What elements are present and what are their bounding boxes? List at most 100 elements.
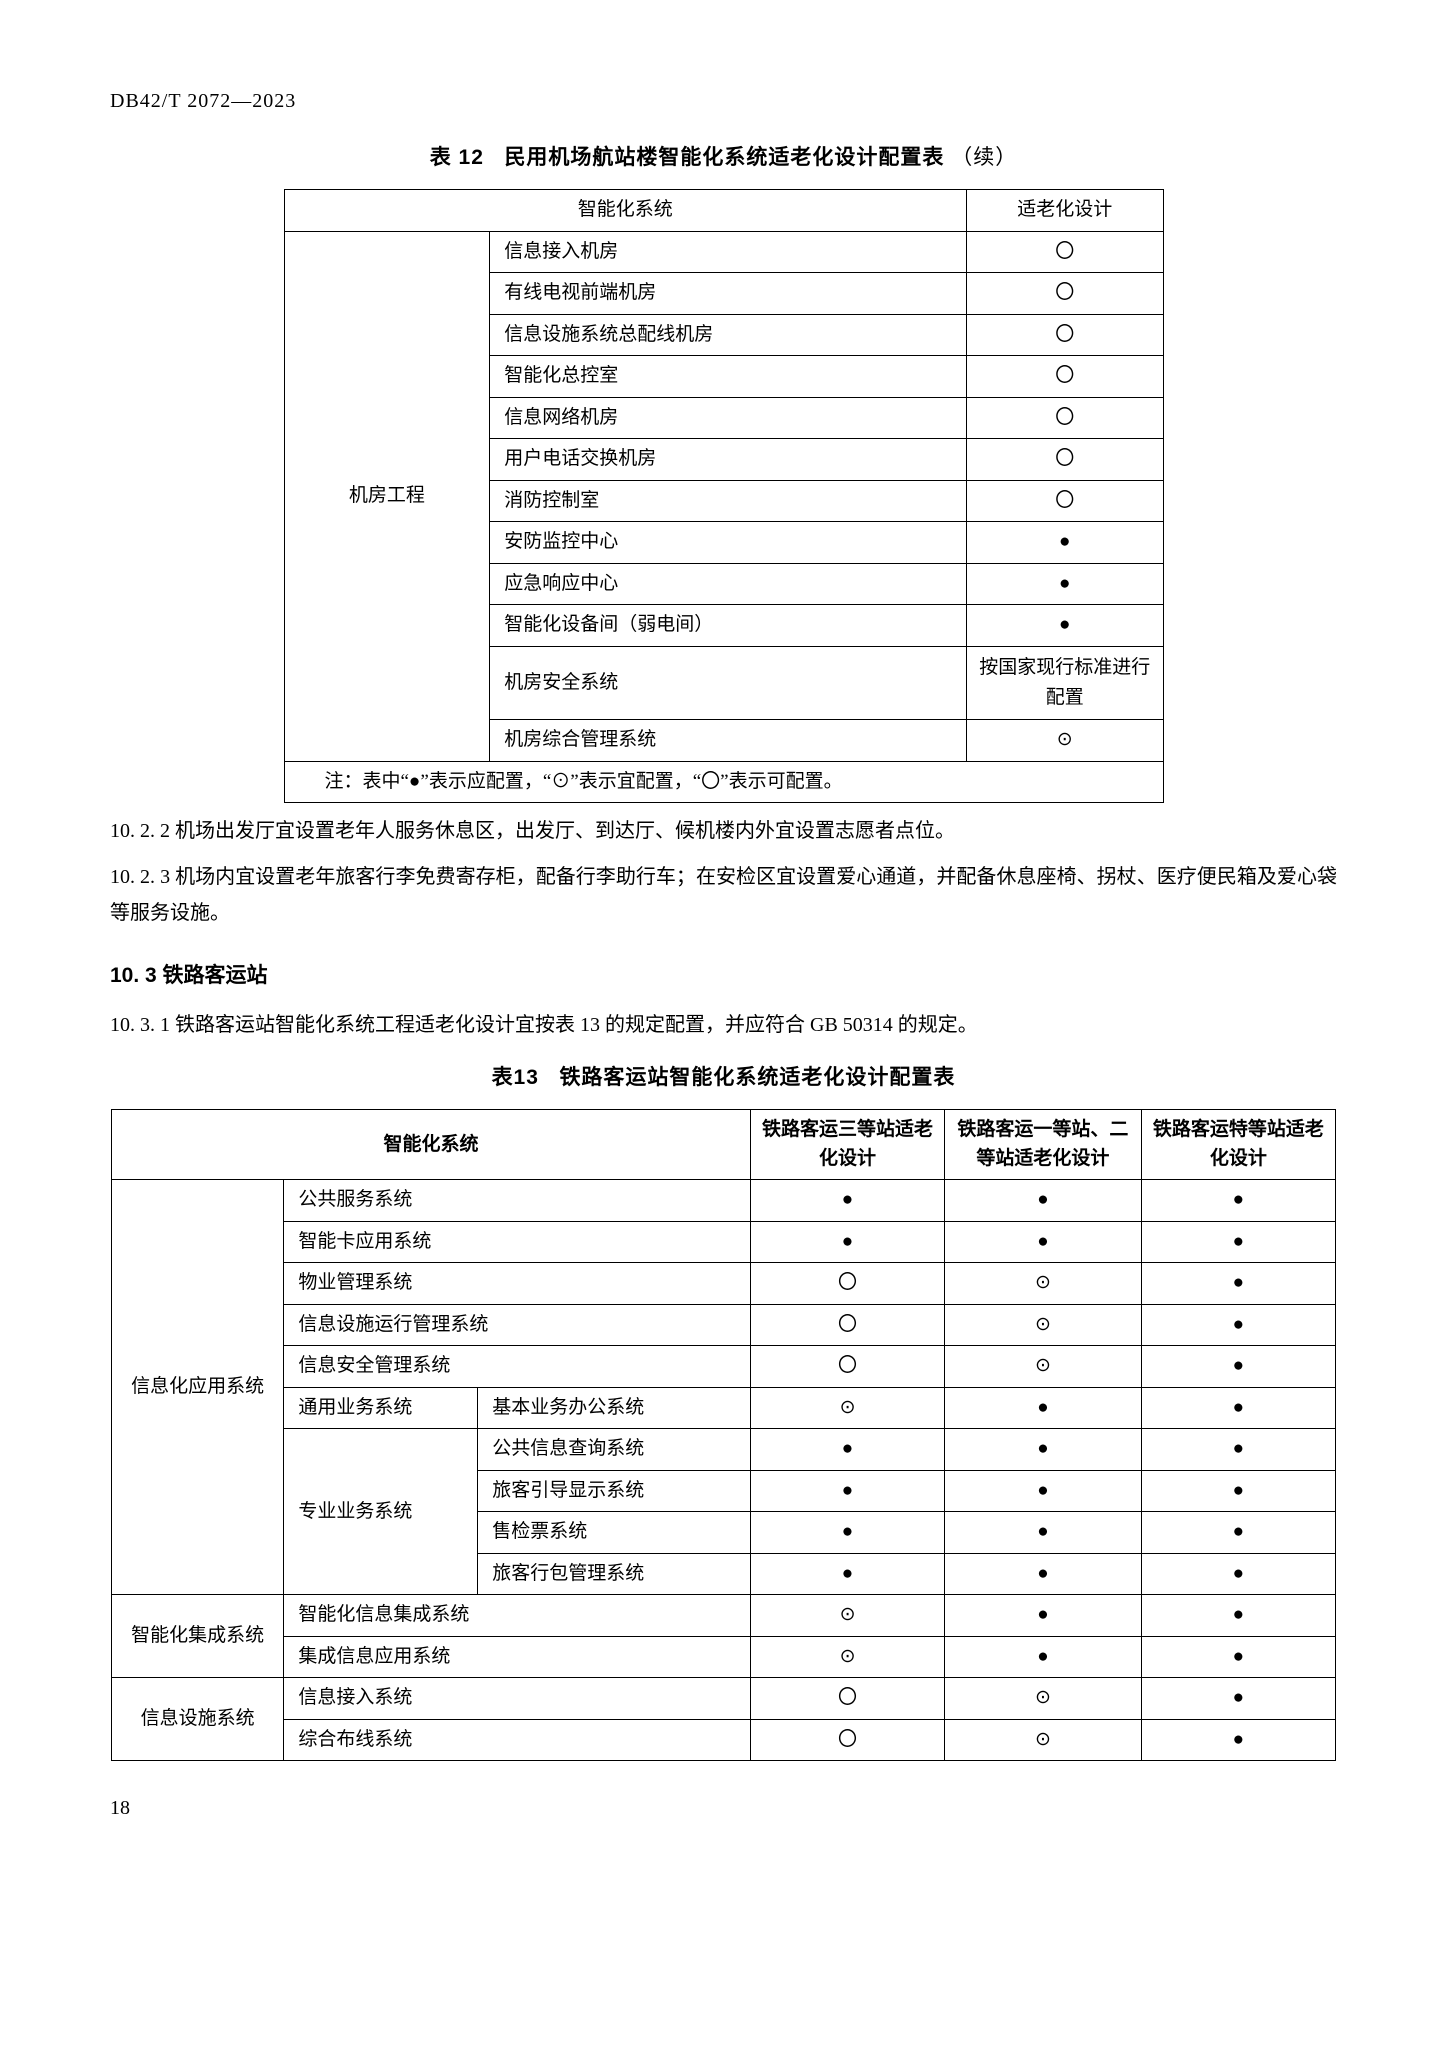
row-mark: 按国家现行标准进行配置 xyxy=(966,646,1163,720)
row-mark: ● xyxy=(750,1553,944,1595)
row-mark: ● xyxy=(966,563,1163,605)
para-10-2-3: 10. 2. 3 机场内宜设置老年旅客行李免费寄存柜，配备行李助行车；在安检区宜… xyxy=(110,859,1337,931)
table-row: 通用业务系统 基本业务办公系统 ⊙ ● ● xyxy=(112,1387,1336,1429)
row-mark: 〇 xyxy=(750,1263,944,1305)
row-mark: ● xyxy=(1141,1387,1335,1429)
row-mark: ● xyxy=(1141,1429,1335,1471)
row-mark: ● xyxy=(945,1512,1142,1554)
row-name: 智能卡应用系统 xyxy=(284,1221,751,1263)
row-name: 集成信息应用系统 xyxy=(284,1636,751,1678)
row-mark: ● xyxy=(1141,1263,1335,1305)
page-number: 18 xyxy=(110,1797,1337,1820)
row-mark: ⊙ xyxy=(945,1346,1142,1388)
table12-note-row: 注：表中“●”表示应配置，“⊙”表示宜配置，“〇”表示可配置。 xyxy=(284,761,1163,803)
row-name: 基本业务办公系统 xyxy=(478,1387,751,1429)
row-mark: ⊙ xyxy=(966,720,1163,762)
table13-header-c3: 铁路客运三等站适老化设计 xyxy=(750,1110,944,1180)
row-mark: ● xyxy=(945,1180,1142,1222)
row-name: 旅客引导显示系统 xyxy=(478,1470,751,1512)
row-mark: ● xyxy=(966,605,1163,647)
row-name: 信息设施运行管理系统 xyxy=(284,1304,751,1346)
row-name: 智能化总控室 xyxy=(490,356,967,398)
row-mark: ● xyxy=(1141,1595,1335,1637)
row-mark: ⊙ xyxy=(750,1595,944,1637)
row-mark: ● xyxy=(750,1512,944,1554)
row-mark: ● xyxy=(1141,1304,1335,1346)
table13-header-system: 智能化系统 xyxy=(112,1110,751,1180)
row-mark: ● xyxy=(945,1636,1142,1678)
table13-title: 表13 铁路客运站智能化系统适老化设计配置表 xyxy=(110,1061,1337,1091)
table12-title-prefix: 表 12 xyxy=(430,146,484,169)
para-10-3-1: 10. 3. 1 铁路客运站智能化系统工程适老化设计宜按表 13 的规定配置，并… xyxy=(110,1007,1337,1043)
group-label: 信息化应用系统 xyxy=(112,1180,284,1595)
group-label: 智能化集成系统 xyxy=(112,1595,284,1678)
table12: 智能化系统 适老化设计 机房工程 信息接入机房 〇 有线电视前端机房〇 信息设施… xyxy=(284,189,1164,803)
row-mark: ⊙ xyxy=(945,1678,1142,1720)
table12-note: 注：表中“●”表示应配置，“⊙”表示宜配置，“〇”表示可配置。 xyxy=(284,761,1163,803)
row-name: 物业管理系统 xyxy=(284,1263,751,1305)
table13-header-row: 智能化系统 铁路客运三等站适老化设计 铁路客运一等站、二等站适老化设计 铁路客运… xyxy=(112,1110,1336,1180)
row-mark: ● xyxy=(1141,1719,1335,1761)
table12-title-main: 民用机场航站楼智能化系统适老化设计配置表 xyxy=(504,146,944,169)
row-mark: ● xyxy=(966,522,1163,564)
row-mark: ⊙ xyxy=(750,1387,944,1429)
table-row: 智能化集成系统 智能化信息集成系统 ⊙ ● ● xyxy=(112,1595,1336,1637)
row-name: 机房安全系统 xyxy=(490,646,967,720)
table13-header-cs: 铁路客运特等站适老化设计 xyxy=(1141,1110,1335,1180)
row-mark: ● xyxy=(750,1429,944,1471)
row-mark: ⊙ xyxy=(945,1719,1142,1761)
row-name: 旅客行包管理系统 xyxy=(478,1553,751,1595)
table-row: 集成信息应用系统 ⊙ ● ● xyxy=(112,1636,1336,1678)
row-mark: ● xyxy=(1141,1180,1335,1222)
row-mark: ● xyxy=(750,1470,944,1512)
table-row: 信息设施系统 信息接入系统 〇 ⊙ ● xyxy=(112,1678,1336,1720)
row-name: 应急响应中心 xyxy=(490,563,967,605)
section-10-3: 10. 3 铁路客运站 xyxy=(110,959,1337,989)
table-row: 信息安全管理系统 〇 ⊙ ● xyxy=(112,1346,1336,1388)
row-name: 智能化信息集成系统 xyxy=(284,1595,751,1637)
row-mark: ● xyxy=(1141,1470,1335,1512)
row-name: 信息安全管理系统 xyxy=(284,1346,751,1388)
row-mark: ⊙ xyxy=(945,1304,1142,1346)
row-mark: 〇 xyxy=(966,314,1163,356)
row-mark: 〇 xyxy=(750,1719,944,1761)
row-mark: 〇 xyxy=(966,397,1163,439)
table13-header-c12: 铁路客运一等站、二等站适老化设计 xyxy=(945,1110,1142,1180)
table-row: 综合布线系统 〇 ⊙ ● xyxy=(112,1719,1336,1761)
row-mark: 〇 xyxy=(750,1304,944,1346)
row-mark: ● xyxy=(1141,1553,1335,1595)
table-row: 机房工程 信息接入机房 〇 xyxy=(284,231,1163,273)
row-name: 综合布线系统 xyxy=(284,1719,751,1761)
row-mark: ● xyxy=(1141,1512,1335,1554)
row-name: 公共服务系统 xyxy=(284,1180,751,1222)
row-name: 售检票系统 xyxy=(478,1512,751,1554)
row-mark: ● xyxy=(1141,1221,1335,1263)
row-mark: 〇 xyxy=(966,480,1163,522)
row-name: 信息设施系统总配线机房 xyxy=(490,314,967,356)
row-name: 安防监控中心 xyxy=(490,522,967,564)
row-mark: ● xyxy=(945,1221,1142,1263)
table-row: 智能卡应用系统 ● ● ● xyxy=(112,1221,1336,1263)
table13-title-prefix: 表13 xyxy=(492,1066,539,1089)
table12-group-label: 机房工程 xyxy=(284,231,490,761)
row-mark: ● xyxy=(945,1595,1142,1637)
table-row: 信息设施运行管理系统 〇 ⊙ ● xyxy=(112,1304,1336,1346)
table13: 智能化系统 铁路客运三等站适老化设计 铁路客运一等站、二等站适老化设计 铁路客运… xyxy=(111,1109,1336,1761)
row-name: 信息接入系统 xyxy=(284,1678,751,1720)
row-mark: ● xyxy=(1141,1346,1335,1388)
table12-title: 表 12 民用机场航站楼智能化系统适老化设计配置表 （续） xyxy=(110,141,1337,171)
doc-code: DB42/T 2072—2023 xyxy=(110,90,1337,113)
row-mark: ● xyxy=(945,1553,1142,1595)
row-mark: ● xyxy=(945,1387,1142,1429)
row-mark: 〇 xyxy=(966,439,1163,481)
row-mark: ● xyxy=(750,1180,944,1222)
row-mark: 〇 xyxy=(966,356,1163,398)
table12-header-row: 智能化系统 适老化设计 xyxy=(284,190,1163,232)
row-name: 智能化设备间（弱电间） xyxy=(490,605,967,647)
table-row: 物业管理系统 〇 ⊙ ● xyxy=(112,1263,1336,1305)
row-name: 信息网络机房 xyxy=(490,397,967,439)
table-row: 专业业务系统 公共信息查询系统 ● ● ● xyxy=(112,1429,1336,1471)
row-name: 消防控制室 xyxy=(490,480,967,522)
row-mark: ● xyxy=(750,1221,944,1263)
row-mark: ● xyxy=(1141,1678,1335,1720)
